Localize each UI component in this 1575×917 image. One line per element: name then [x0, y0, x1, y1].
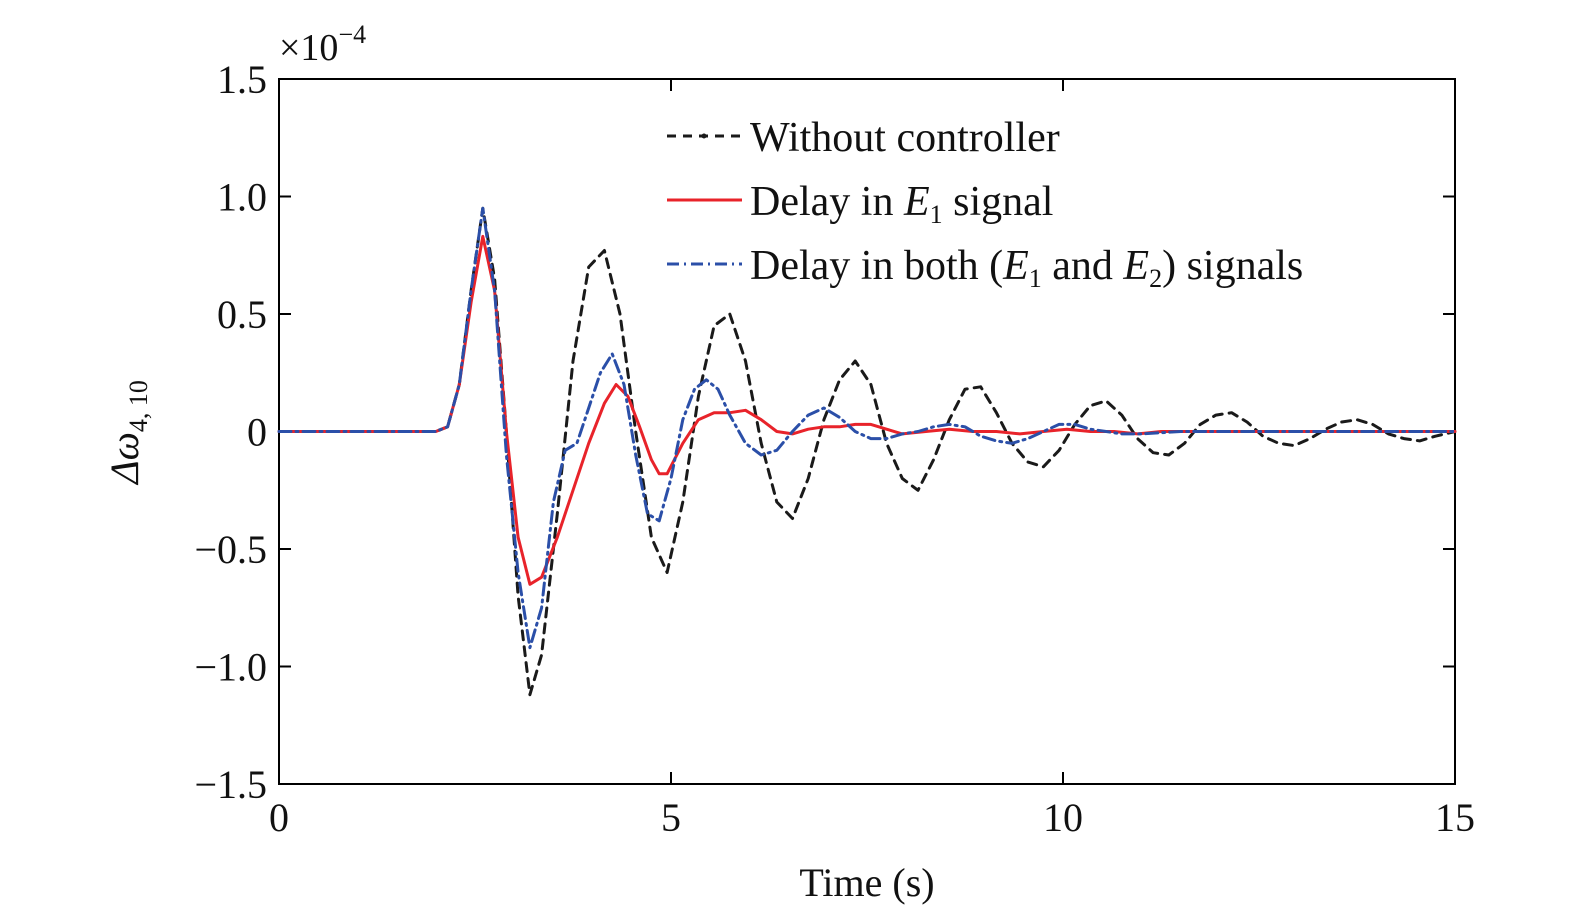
legend-both-a: Delay in both ( — [750, 243, 1003, 289]
x-axis-label: Time (s) — [799, 860, 934, 905]
legend-e1-sub: 1 — [930, 200, 943, 229]
y-tick-label: −0.5 — [194, 527, 267, 572]
y-axis-label-sub: 4, 10 — [124, 380, 153, 432]
y-axis-ticks: −1.5 −1.0 −0.5 0 0.5 1.0 1.5 — [194, 57, 1455, 807]
legend-both-mid: and — [1042, 243, 1124, 289]
legend-label-without: Without controller — [750, 115, 1060, 161]
y-tick-label: 1.5 — [217, 57, 267, 102]
legend-both-E1: E — [1002, 243, 1029, 289]
y-tick-label: −1.5 — [194, 762, 267, 807]
legend-e1-a: Delay in — [750, 179, 904, 225]
legend-label-both: Delay in both (E1 and E2) signals — [750, 243, 1303, 293]
legend-both-sub2: 2 — [1149, 264, 1162, 293]
legend: Without controller Delay in E1 signal De… — [667, 115, 1303, 293]
series-line-3 — [277, 206, 1457, 650]
exponent-power: −4 — [338, 20, 366, 49]
y-tick-label: −1.0 — [194, 645, 267, 690]
legend-label-e1: Delay in E1 signal — [750, 179, 1053, 229]
series-line-1 — [277, 206, 1457, 697]
legend-marker-without — [701, 133, 707, 139]
legend-both-sub1: 1 — [1029, 264, 1042, 293]
y-tick-label: 1.0 — [217, 175, 267, 220]
y-tick-label: 0 — [247, 410, 267, 455]
y-tick-label: 0.5 — [217, 292, 267, 337]
x-tick-label: 5 — [661, 795, 681, 840]
series-layer — [277, 206, 1457, 697]
x-tick-label: 0 — [269, 795, 289, 840]
y-axis-label: Δω4, 10 — [102, 380, 153, 486]
legend-both-b: ) signals — [1162, 243, 1303, 289]
x-tick-label: 10 — [1043, 795, 1083, 840]
legend-e1-b: signal — [943, 179, 1054, 225]
y-axis-label-main: Δω — [102, 432, 147, 486]
x-tick-label: 15 — [1435, 795, 1475, 840]
legend-both-E2: E — [1122, 243, 1149, 289]
exponent-prefix: ×10 — [279, 27, 338, 69]
legend-e1-E: E — [903, 179, 930, 225]
x-axis-ticks: 0 5 10 15 — [269, 79, 1475, 840]
exponent-label: ×10−4 — [279, 20, 366, 69]
